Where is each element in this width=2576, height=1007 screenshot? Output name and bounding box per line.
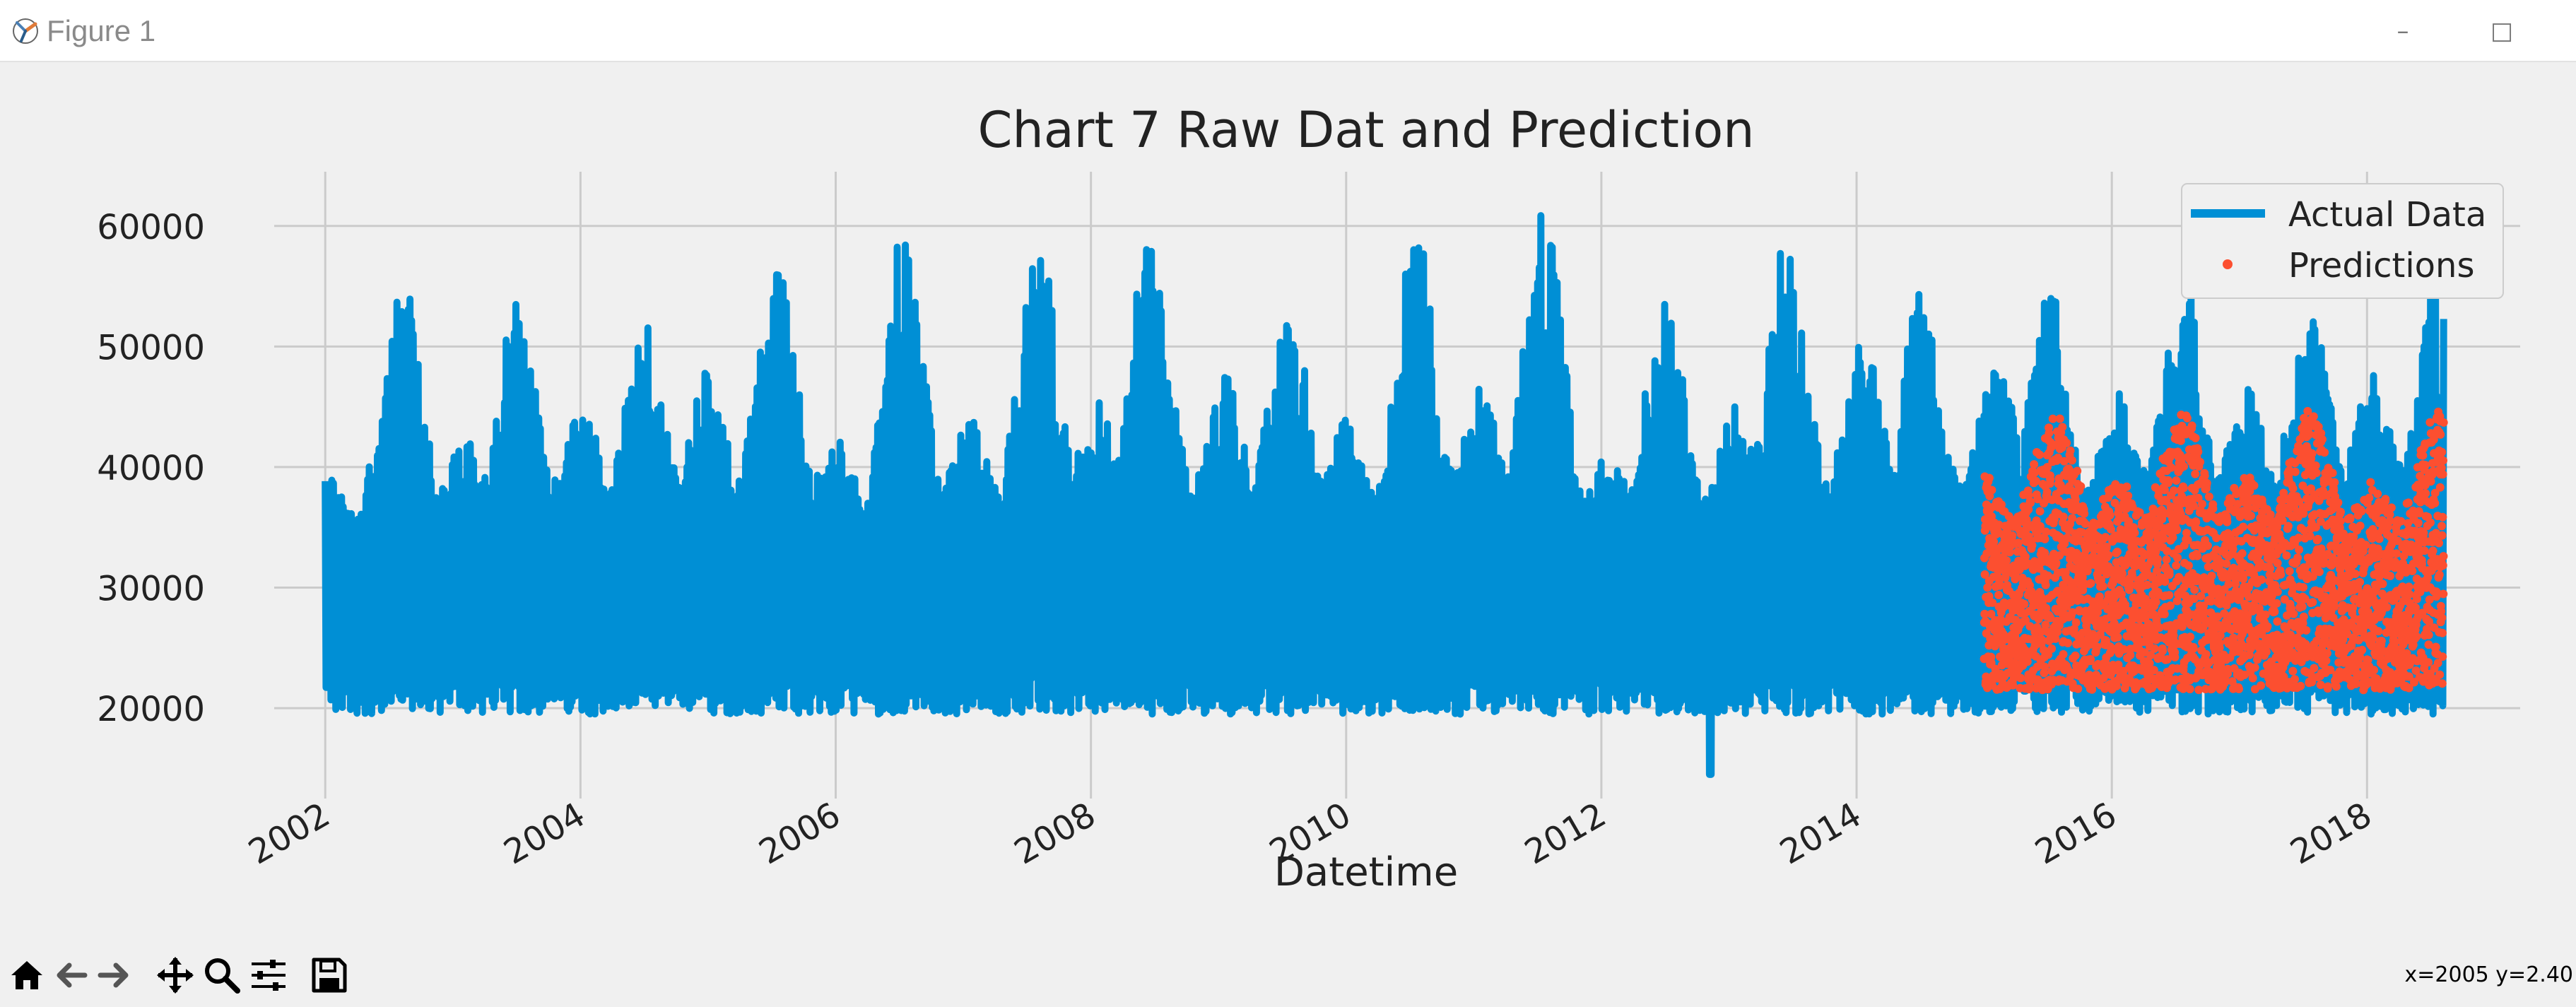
configure-subplots-icon: [252, 960, 286, 991]
minimize-button[interactable]: –: [2353, 0, 2452, 62]
forward-arrow-icon: [98, 962, 129, 988]
chart-title: Chart 7 Raw Dat and Prediction: [977, 101, 1754, 159]
x-axis-label: Datetime: [1274, 849, 1458, 895]
home-icon: [11, 961, 42, 989]
x-tick-label: 2002: [242, 795, 336, 873]
configure-subplots-button[interactable]: [246, 953, 291, 998]
x-tick-label: 2016: [2028, 795, 2123, 873]
zoom-icon: [205, 958, 240, 994]
navigation-toolbar: [0, 946, 2576, 1007]
back-button[interactable]: [48, 953, 93, 998]
y-tick-label: 30000: [97, 569, 205, 608]
window-title: Figure 1: [47, 14, 156, 47]
chart[interactable]: 20000 30000 40000 50000 60000 2002 2004 2006 20…: [0, 62, 2576, 942]
prediction-markers: [1980, 406, 2448, 695]
y-tick-label: 50000: [97, 328, 205, 367]
y-tick-label: 60000: [97, 208, 205, 247]
home-button[interactable]: [4, 953, 49, 998]
y-axis-ticks: 20000 30000 40000 50000 60000: [97, 208, 205, 729]
save-icon: [312, 958, 347, 993]
y-tick-label: 40000: [97, 449, 205, 488]
zoom-button[interactable]: [199, 953, 245, 998]
window-titlebar: Figure 1 – □: [0, 0, 2576, 62]
legend-predictions-label: Predictions: [2288, 246, 2474, 285]
y-tick-label: 20000: [97, 690, 205, 729]
back-arrow-icon: [57, 962, 88, 988]
pan-icon: [157, 957, 194, 994]
x-tick-label: 2014: [1773, 795, 1868, 873]
x-tick-label: 2004: [498, 795, 592, 873]
pan-button[interactable]: [153, 953, 198, 998]
minimize-icon: –: [2396, 17, 2409, 45]
maximize-icon: □: [2490, 17, 2514, 45]
legend-actual-label: Actual Data: [2288, 195, 2486, 235]
legend-predictions-swatch: [2223, 259, 2233, 269]
figure-canvas[interactable]: 20000 30000 40000 50000 60000 2002 2004 2006 20…: [0, 62, 2576, 942]
x-tick-label: 2018: [2284, 795, 2379, 873]
cursor-coordinates: x=2005 y=2.40: [2404, 962, 2573, 987]
x-tick-label: 2008: [1008, 795, 1102, 873]
save-button[interactable]: [307, 953, 352, 998]
predictions-series: [1980, 406, 2448, 695]
matplotlib-logo-icon: [13, 18, 38, 44]
maximize-button[interactable]: □: [2452, 0, 2551, 62]
x-tick-label: 2012: [1518, 795, 1613, 873]
x-tick-label: 2006: [753, 795, 847, 873]
forward-button[interactable]: [92, 953, 137, 998]
legend: Actual Data Predictions: [2181, 183, 2504, 299]
